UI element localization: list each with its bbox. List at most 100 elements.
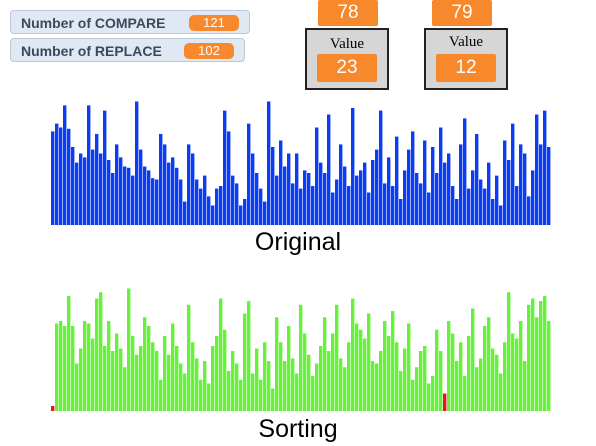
bar bbox=[203, 361, 207, 411]
bar bbox=[59, 321, 63, 411]
bar bbox=[87, 105, 91, 225]
bar bbox=[135, 354, 139, 411]
bar bbox=[91, 149, 95, 225]
bar bbox=[195, 179, 199, 225]
bar bbox=[59, 127, 63, 225]
bar bbox=[507, 160, 511, 225]
bar bbox=[539, 144, 543, 225]
bar bbox=[347, 186, 351, 225]
bar bbox=[127, 167, 131, 225]
bar bbox=[335, 304, 339, 411]
bar bbox=[259, 188, 263, 225]
bar bbox=[227, 131, 231, 225]
bar bbox=[507, 292, 511, 411]
bar bbox=[407, 149, 411, 225]
bar bbox=[443, 162, 447, 225]
bar bbox=[371, 160, 375, 225]
bar bbox=[171, 323, 175, 411]
bar bbox=[519, 321, 523, 411]
bar bbox=[355, 323, 359, 411]
bar bbox=[231, 175, 235, 225]
bar bbox=[63, 105, 67, 225]
bar bbox=[391, 311, 395, 411]
bar bbox=[251, 373, 255, 411]
bar bbox=[419, 183, 423, 225]
bar bbox=[295, 373, 299, 411]
bar bbox=[171, 157, 175, 225]
bar bbox=[79, 153, 83, 225]
bar bbox=[467, 188, 471, 225]
bar bbox=[423, 140, 427, 225]
bar bbox=[199, 379, 203, 411]
bar bbox=[319, 346, 323, 411]
bar bbox=[411, 379, 415, 411]
bar bbox=[471, 308, 475, 411]
bar bbox=[475, 367, 479, 411]
bar bbox=[447, 153, 451, 225]
bar bbox=[399, 199, 403, 225]
bar bbox=[319, 162, 323, 225]
bar bbox=[239, 379, 243, 411]
bar bbox=[67, 296, 71, 411]
bar bbox=[131, 336, 135, 411]
bar bbox=[451, 333, 455, 411]
bar bbox=[499, 205, 503, 225]
bar bbox=[451, 186, 455, 225]
bar bbox=[283, 361, 287, 411]
bar bbox=[283, 166, 287, 225]
bar bbox=[207, 383, 211, 411]
bar bbox=[71, 147, 75, 225]
bar bbox=[83, 321, 87, 411]
bar bbox=[311, 186, 315, 225]
bar bbox=[423, 346, 427, 411]
bar bbox=[75, 162, 79, 225]
bar bbox=[63, 326, 67, 411]
bar bbox=[99, 292, 103, 411]
bar bbox=[351, 298, 355, 411]
bar bbox=[259, 379, 263, 411]
bar bbox=[367, 192, 371, 225]
bar bbox=[367, 313, 371, 411]
bar bbox=[543, 296, 547, 411]
bar bbox=[175, 167, 179, 225]
bar bbox=[483, 326, 487, 411]
counter-value: 102 bbox=[184, 43, 234, 59]
bar bbox=[339, 358, 343, 411]
bar bbox=[111, 173, 115, 225]
bar bbox=[511, 333, 515, 411]
bar bbox=[151, 342, 155, 411]
bar bbox=[263, 342, 267, 411]
bar bbox=[99, 153, 103, 225]
bar bbox=[251, 153, 255, 225]
box-index: 79 bbox=[432, 0, 492, 26]
bar bbox=[295, 153, 299, 225]
bar bbox=[339, 144, 343, 225]
bar bbox=[103, 346, 107, 411]
bar bbox=[499, 373, 503, 411]
bar bbox=[383, 321, 387, 411]
bar bbox=[379, 351, 383, 411]
replace-counter: Number of REPLACE 102 bbox=[10, 38, 245, 62]
bar bbox=[399, 371, 403, 411]
bar bbox=[279, 342, 283, 411]
bar bbox=[115, 144, 119, 225]
bar bbox=[427, 192, 431, 225]
bar bbox=[459, 144, 463, 225]
bar bbox=[371, 361, 375, 411]
bar bbox=[335, 179, 339, 225]
bar bbox=[255, 348, 259, 411]
bar bbox=[539, 301, 543, 411]
bar bbox=[391, 186, 395, 225]
bar bbox=[187, 144, 191, 225]
bar bbox=[531, 298, 535, 411]
bar bbox=[435, 329, 439, 411]
bar bbox=[291, 183, 295, 225]
bar bbox=[187, 304, 191, 411]
bar bbox=[411, 131, 415, 225]
bar bbox=[271, 388, 275, 411]
bar bbox=[127, 288, 131, 411]
bar bbox=[359, 329, 363, 411]
bar bbox=[155, 351, 159, 411]
bar bbox=[311, 376, 315, 411]
bar bbox=[67, 128, 71, 225]
